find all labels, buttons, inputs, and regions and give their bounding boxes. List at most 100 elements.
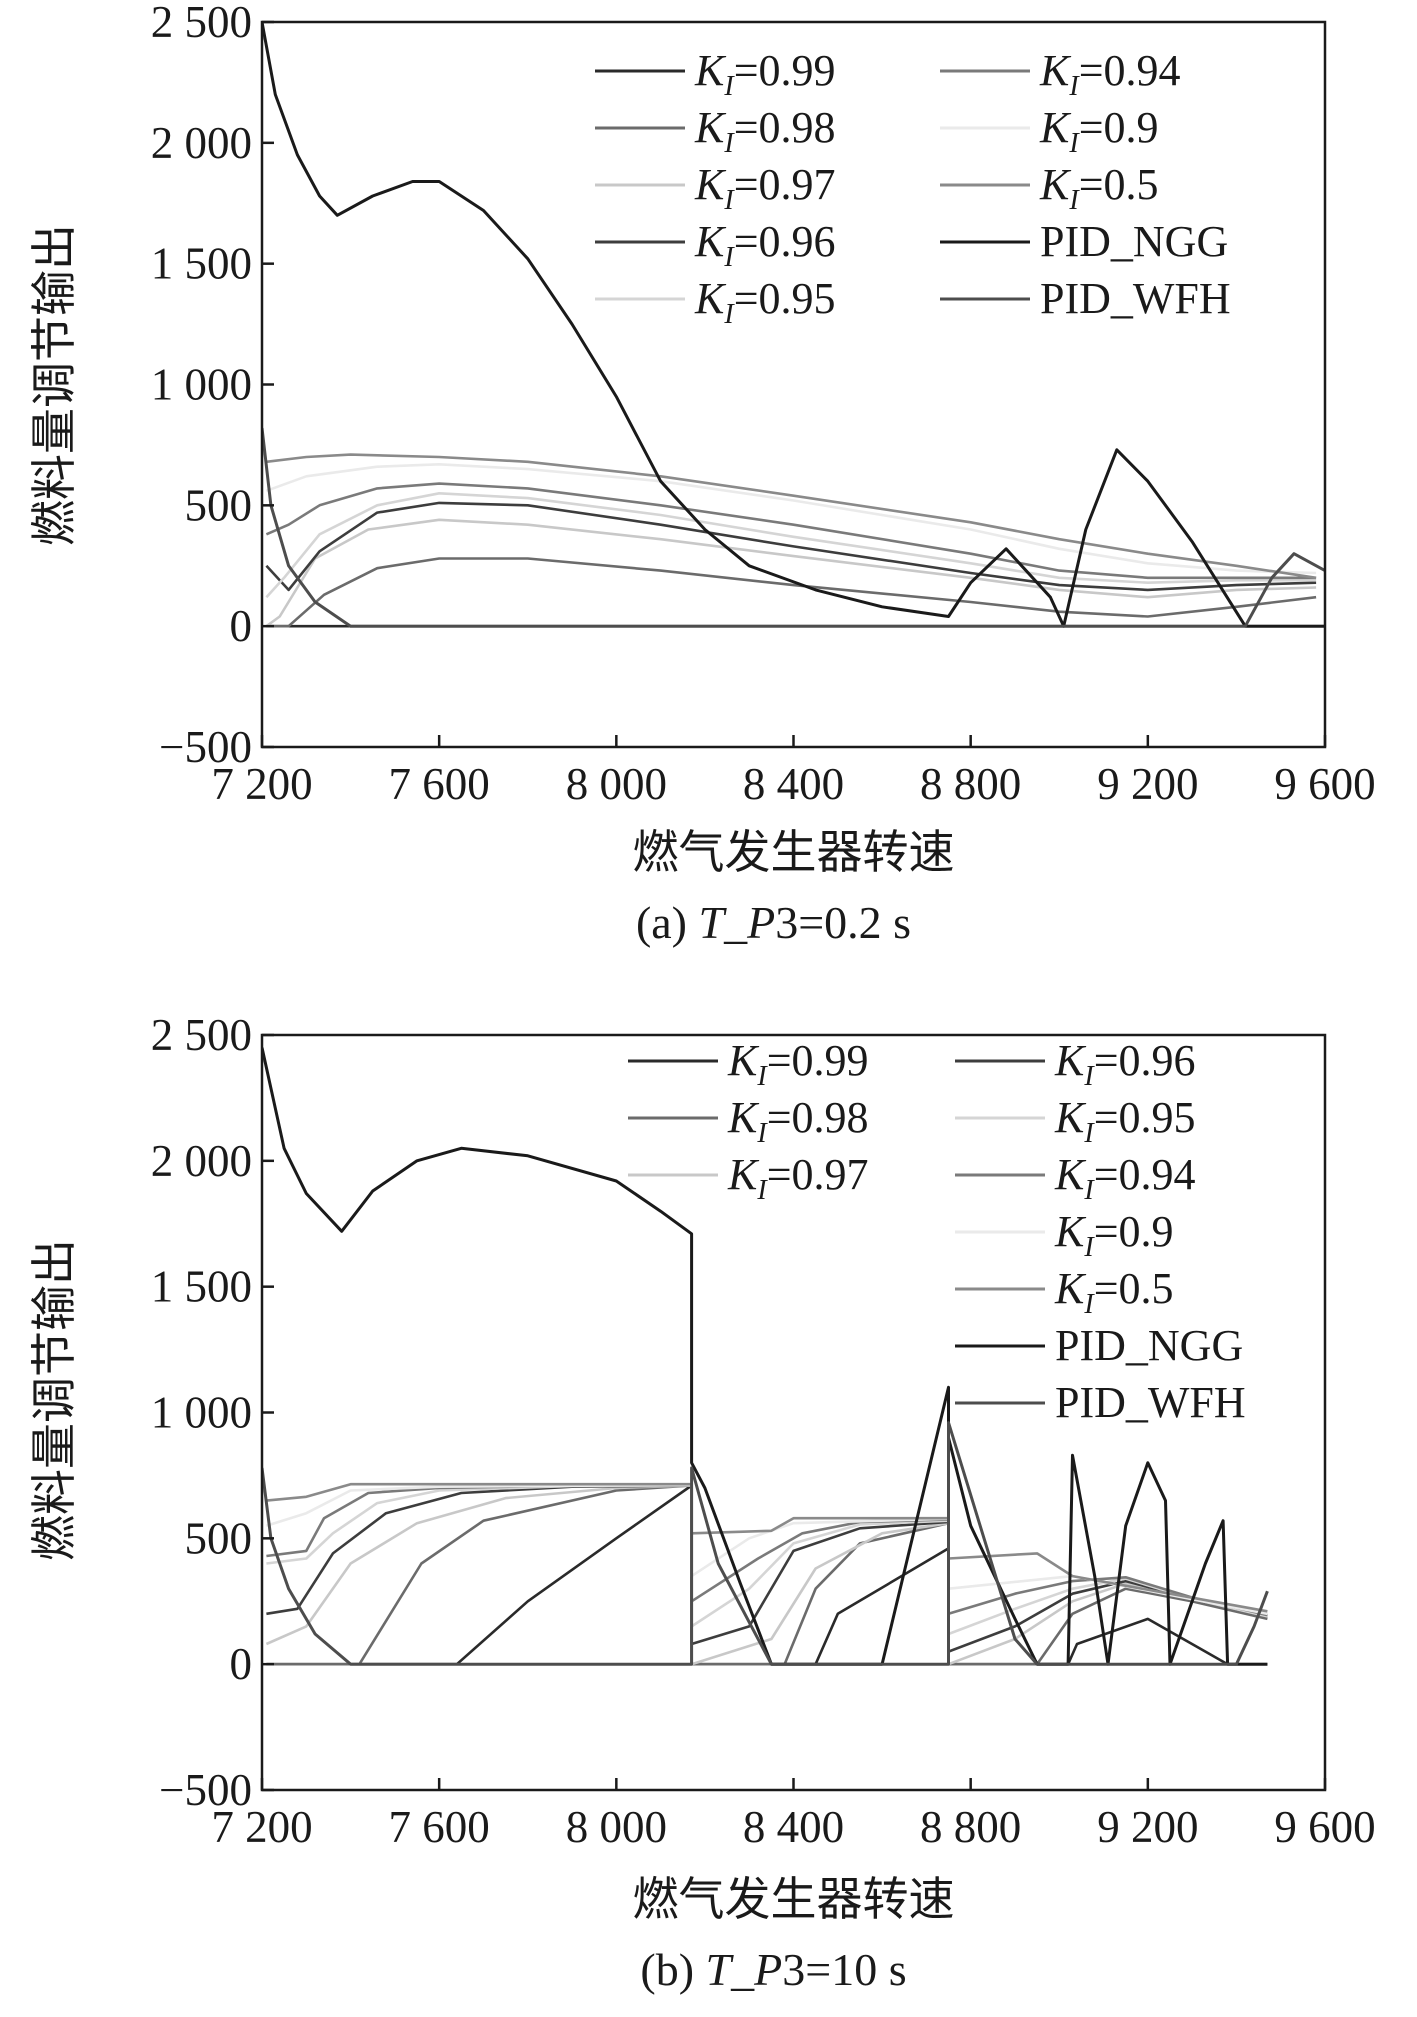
series-line-k-i-0-5 <box>266 453 1317 580</box>
legend-value: PID_NGG <box>1055 1321 1243 1370</box>
legend-entry: KI=0.97 <box>694 160 836 216</box>
legend-value: =0.94 <box>1094 1150 1196 1199</box>
legend-value: =0.97 <box>767 1150 869 1199</box>
legend-value: =0.9 <box>1079 103 1159 152</box>
legend-value: =0.99 <box>734 46 836 95</box>
x-tick-label: 9 200 <box>1097 759 1198 809</box>
legend-subscript: I <box>1083 1232 1095 1263</box>
caption-part-T: T <box>706 1944 735 1995</box>
legend-entry: KI=0.99 <box>694 46 836 102</box>
caption-part-P: P <box>746 897 775 948</box>
legend-symbol: K <box>1039 103 1072 152</box>
legend-subscript: I <box>1068 128 1080 159</box>
x-tick-label: 8 000 <box>566 1802 667 1852</box>
x-axis-label: 燃气发生器转速 <box>633 827 955 878</box>
legend-entry: KI=0.95 <box>694 274 836 330</box>
legend-value: =0.98 <box>767 1093 869 1142</box>
legend-symbol: K <box>727 1093 760 1142</box>
figure-caption: (b) T_P3=10 s <box>640 1944 906 1995</box>
legend-entry: KI=0.94 <box>1054 1150 1196 1206</box>
caption-part-tail: 3=10 s <box>782 1944 906 1995</box>
legend-subscript: I <box>756 1061 768 1092</box>
y-tick-label: 2 000 <box>151 1136 252 1186</box>
legend-entry: KI=0.95 <box>1054 1093 1196 1149</box>
series-line-k-i-0-5 <box>266 1482 1268 1613</box>
legend-symbol: K <box>694 274 727 323</box>
legend-entry: KI=0.96 <box>1054 1036 1196 1092</box>
legend-value: =0.95 <box>734 274 836 323</box>
legend-entry: KI=0.5 <box>1039 160 1159 216</box>
series-line-pid-wfh <box>262 427 1325 628</box>
x-tick-label: 7 600 <box>389 759 490 809</box>
legend-value: PID_WFH <box>1055 1378 1246 1427</box>
legend-value: PID_NGG <box>1040 217 1228 266</box>
legend-value: =0.97 <box>734 160 836 209</box>
legend-entry: PID_NGG <box>1040 217 1228 266</box>
series-line-pid-ngg <box>262 22 1325 628</box>
legend-value: =0.9 <box>1094 1207 1174 1256</box>
x-tick-label: 9 600 <box>1274 759 1375 809</box>
legend-symbol: K <box>694 217 727 266</box>
legend-entry: KI=0.96 <box>694 217 836 273</box>
legend-entry: PID_WFH <box>1040 274 1231 323</box>
legend-value: =0.98 <box>734 103 836 152</box>
legend-value: PID_WFH <box>1040 274 1231 323</box>
series-line-k-i-0-98 <box>266 557 1317 628</box>
caption-part-P: P <box>753 1944 782 1995</box>
legend-value: =0.5 <box>1094 1264 1174 1313</box>
series-line-k-i-0-96 <box>265 501 1317 592</box>
legend-symbol: K <box>727 1036 760 1085</box>
legend-subscript: I <box>1083 1289 1095 1320</box>
x-tick-label: 8 800 <box>920 1802 1021 1852</box>
legend-symbol: K <box>694 160 727 209</box>
legend-entry: PID_WFH <box>1055 1378 1246 1427</box>
series-line-k-i-0-95 <box>265 492 1317 599</box>
y-axis-label: 燃料量调节输出 <box>29 224 80 546</box>
legend-subscript: I <box>1068 71 1080 102</box>
series-line-k-i-0-94 <box>265 482 1317 580</box>
legend-subscript: I <box>723 128 735 159</box>
y-tick-label: −500 <box>159 1765 252 1815</box>
legend-subscript: I <box>723 185 735 216</box>
series-line-k-i-0-97 <box>265 1484 1268 1666</box>
caption-part-mid: _ <box>730 1944 755 1995</box>
legend-symbol: K <box>1039 46 1072 95</box>
legend-entry: KI=0.9 <box>1054 1207 1174 1263</box>
y-tick-label: 2 500 <box>151 1010 252 1060</box>
series-line-k-i-0-94 <box>266 1484 1268 1617</box>
series-group <box>262 1047 1269 1666</box>
legend-value: =0.5 <box>1079 160 1159 209</box>
legend-entry: KI=0.99 <box>727 1036 869 1092</box>
series-line-k-i-0-9 <box>266 1483 1268 1616</box>
legend: KI=0.99KI=0.98KI=0.97KI=0.96KI=0.95KI=0.… <box>595 46 1231 330</box>
series-line-k-i-0-96 <box>266 1484 1268 1653</box>
series-line-k-i-0-95 <box>266 1484 1268 1636</box>
legend-subscript: I <box>1083 1061 1095 1092</box>
y-tick-label: 0 <box>230 1639 253 1689</box>
legend-subscript: I <box>756 1118 768 1149</box>
y-tick-label: 500 <box>185 480 253 530</box>
y-axis-label: 燃料量调节输出 <box>29 1239 80 1561</box>
x-tick-label: 8 800 <box>920 759 1021 809</box>
x-tick-label: 9 600 <box>1274 1802 1375 1852</box>
legend-symbol: K <box>1054 1093 1087 1142</box>
legend-symbol: K <box>694 103 727 152</box>
x-tick-label: 8 000 <box>566 759 667 809</box>
legend-symbol: K <box>1054 1150 1087 1199</box>
series-line-pid-ngg <box>262 1047 1268 1666</box>
legend-symbol: K <box>1039 160 1072 209</box>
y-tick-label: 2 500 <box>151 0 252 47</box>
legend-entry: KI=0.98 <box>694 103 836 159</box>
legend-value: =0.94 <box>1079 46 1181 95</box>
figure-caption: (a) T_P3=0.2 s <box>636 897 911 948</box>
x-tick-label: 9 200 <box>1097 1802 1198 1852</box>
legend-subscript: I <box>1083 1175 1095 1206</box>
legend-symbol: K <box>1054 1036 1087 1085</box>
series-line-k-i-0-9 <box>265 463 1317 575</box>
legend-value: =0.96 <box>1094 1036 1196 1085</box>
legend-symbol: K <box>1054 1264 1087 1313</box>
y-tick-label: 1 000 <box>151 1388 252 1438</box>
series-line-k-i-0-98 <box>266 1484 1268 1666</box>
series-line-k-i-0-99 <box>266 1484 1268 1666</box>
